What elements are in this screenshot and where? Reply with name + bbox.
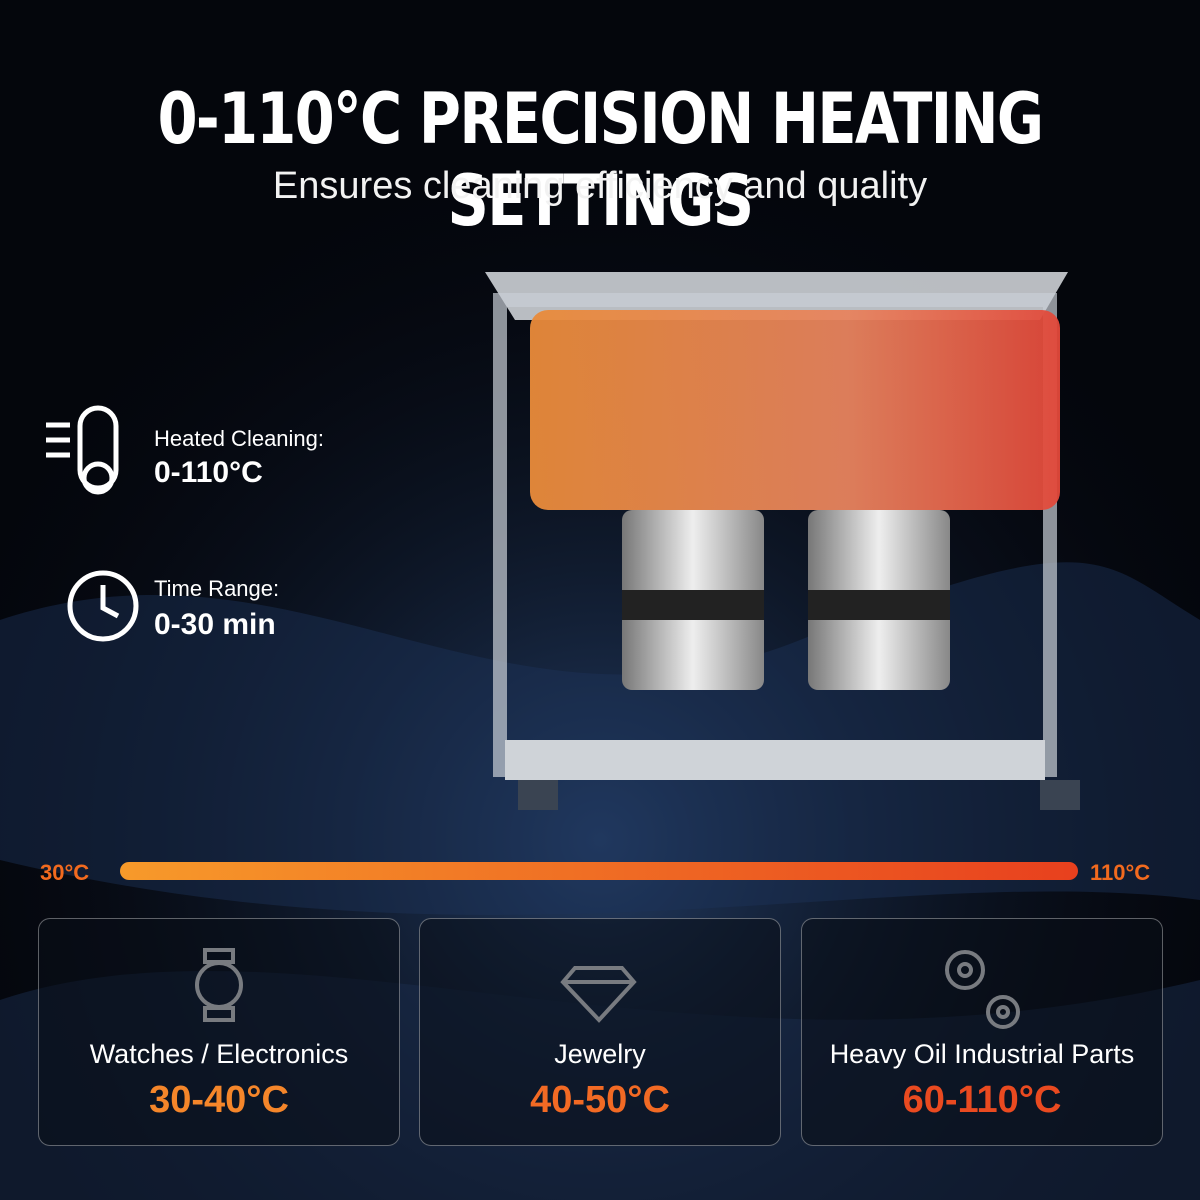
card-label: Jewelry — [554, 1039, 646, 1069]
card: Jewelry 40-50°C — [419, 918, 781, 1146]
card-range: 30-40°C — [149, 1079, 289, 1121]
feature-value: 0-110°C — [154, 456, 263, 489]
card-label: Heavy Oil Industrial Parts — [829, 1039, 1135, 1069]
subtitle: Ensures cleaning efficiency and quality — [272, 165, 928, 207]
card-label: Watches / Electronics — [89, 1039, 349, 1069]
card: Watches / Electronics 30-40°C — [38, 918, 400, 1146]
scale-start: 30°C — [40, 860, 90, 885]
card-range: 60-110°C — [902, 1079, 1062, 1121]
feature-label: Time Range: — [154, 576, 280, 601]
feature-label: Heated Cleaning: — [154, 426, 325, 451]
feature-value: 0-30 min — [154, 608, 276, 641]
scale-end: 110°C — [1090, 860, 1151, 885]
title: 0-110°C PRECISION HEATING SETTINGS — [157, 78, 1044, 242]
card: Heavy Oil Industrial Parts 60-110°C — [801, 918, 1163, 1146]
card-range: 40-50°C — [530, 1079, 670, 1121]
